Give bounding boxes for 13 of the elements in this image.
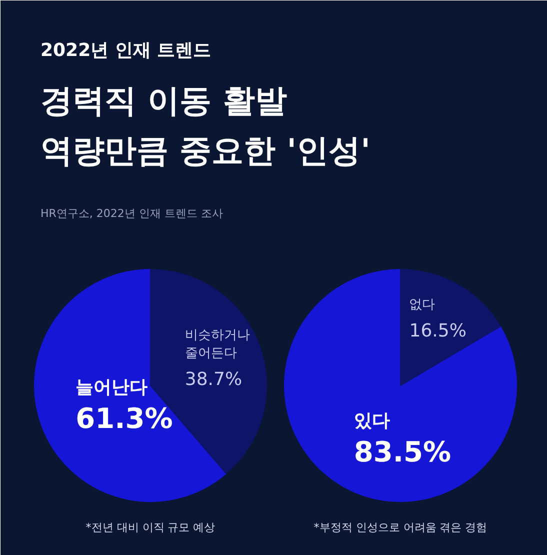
slice-label: 늘어난다 [76, 377, 148, 398]
chart-subtitle: 2022년 인재 트렌드 [40, 40, 212, 61]
text: *부정적 인성으로 어려움 겪은 경험 [314, 521, 488, 534]
data-label: 61.3% [76, 402, 173, 436]
data-label: 83.5% [354, 435, 452, 468]
text: HR연구소, 2022년 인재 트렌드 조사 [40, 207, 223, 220]
chart-title: 경력직 이동 활발 역량만큼 중요한 '인성' [40, 82, 370, 170]
slice-label: 있다 [354, 410, 390, 432]
text: *전년 대비 이직 규모 예상 [86, 521, 216, 534]
slice-label: 비슷하거나 줄어든다 [184, 328, 250, 361]
slice-label: 없다 [409, 298, 436, 313]
data-label: 38.7% [184, 368, 242, 390]
data-label: 16.5% [409, 320, 466, 342]
